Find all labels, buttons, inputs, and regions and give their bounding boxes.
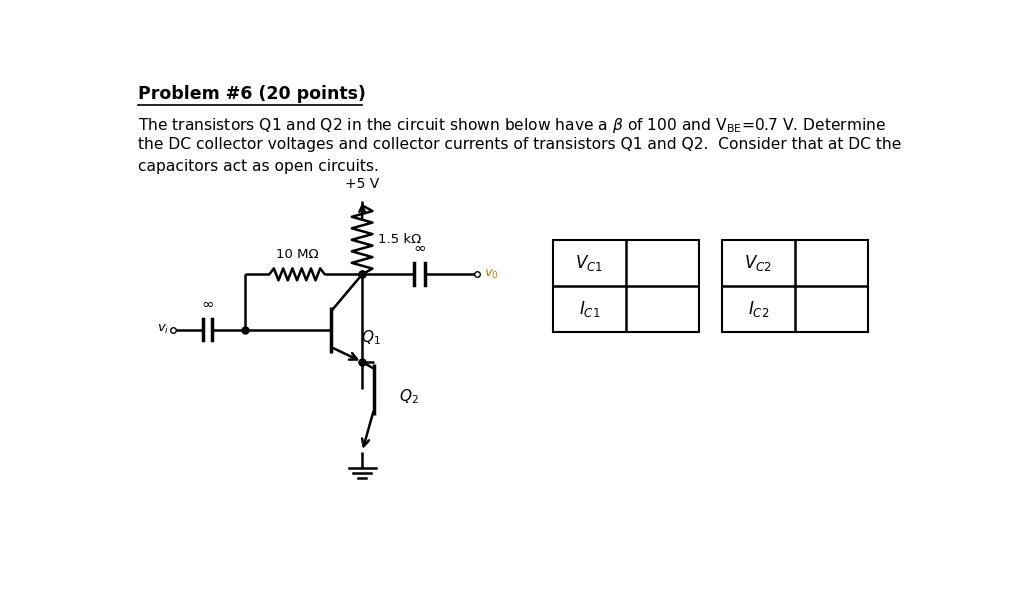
Text: $v_i$: $v_i$ <box>157 323 169 336</box>
Text: Problem #6 (20 points): Problem #6 (20 points) <box>137 85 366 103</box>
Text: the DC collector voltages and collector currents of transistors Q1 and Q2.  Cons: the DC collector voltages and collector … <box>137 137 901 152</box>
Text: ∞: ∞ <box>413 242 426 257</box>
Bar <box>722 240 868 332</box>
Text: $Q_1$: $Q_1$ <box>361 328 381 347</box>
Text: The transistors Q1 and Q2 in the circuit shown below have a $\beta$ of 100 and V: The transistors Q1 and Q2 in the circuit… <box>137 115 886 135</box>
Text: +5 V: +5 V <box>345 178 379 191</box>
Text: $Q_2$: $Q_2$ <box>399 387 419 405</box>
Text: $I_{C1}$: $I_{C1}$ <box>579 299 600 319</box>
Bar <box>553 240 699 332</box>
Text: $V_{C2}$: $V_{C2}$ <box>744 253 772 273</box>
Text: $V_{C1}$: $V_{C1}$ <box>575 253 603 273</box>
Text: ∞: ∞ <box>201 297 214 312</box>
Text: 10 MΩ: 10 MΩ <box>275 249 318 261</box>
Text: 1.5 kΩ: 1.5 kΩ <box>378 233 421 246</box>
Text: capacitors act as open circuits.: capacitors act as open circuits. <box>137 159 379 174</box>
Text: $v_0$: $v_0$ <box>483 268 499 281</box>
Text: $I_{C2}$: $I_{C2}$ <box>748 299 769 319</box>
